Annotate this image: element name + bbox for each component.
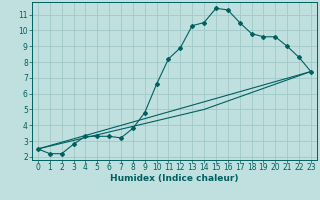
X-axis label: Humidex (Indice chaleur): Humidex (Indice chaleur): [110, 174, 239, 183]
